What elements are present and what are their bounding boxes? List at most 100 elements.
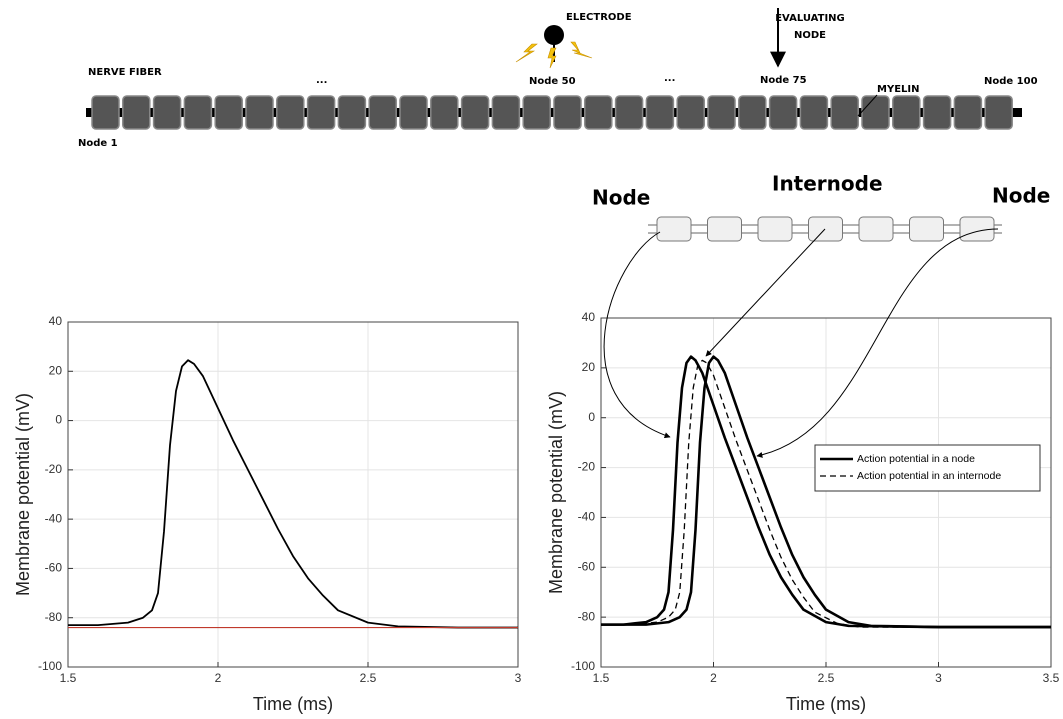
myelin-segment <box>399 95 428 130</box>
y-tick-label: 40 <box>49 314 63 328</box>
y-tick-label: -60 <box>45 561 63 575</box>
myelin-segment <box>306 95 336 130</box>
inset-segment <box>858 216 894 242</box>
label: Node 50 <box>529 76 576 87</box>
spark <box>570 41 593 59</box>
myelin-segment <box>614 95 644 130</box>
inset-fiber <box>648 216 1002 242</box>
label: Node 1 <box>78 138 118 149</box>
series-line <box>601 359 1051 628</box>
myelin-segment <box>830 95 859 130</box>
y-tick-label: -60 <box>578 559 596 573</box>
myelin-segment <box>984 95 1013 130</box>
myelin-segment <box>892 95 921 130</box>
y-axis-label: Membrane potential (mV) <box>13 393 33 596</box>
myelin-segment <box>276 95 305 130</box>
label: ... <box>316 75 327 86</box>
myelin-segment <box>214 95 243 130</box>
myelin-segment <box>337 95 367 130</box>
pointer-arrow <box>756 228 999 458</box>
label: Internode <box>772 172 883 196</box>
label: ELECTRODE <box>566 12 632 23</box>
x-tick-label: 2.5 <box>818 671 835 685</box>
myelin-segment <box>553 95 582 130</box>
pointer-arrow <box>705 228 826 357</box>
legend-label: Action potential in a node <box>857 453 975 465</box>
label: EVALUATING NODE <box>775 13 845 41</box>
legend-label: Action potential in an internode <box>857 470 1001 482</box>
y-tick-label: 0 <box>588 410 595 424</box>
myelin-pointer <box>857 94 878 117</box>
y-tick-label: 40 <box>582 310 596 324</box>
y-tick-label: -20 <box>45 462 63 476</box>
myelin-segment <box>368 95 397 130</box>
myelin-segment <box>460 95 490 130</box>
inset-segment <box>656 216 692 242</box>
myelin-segment <box>91 95 120 130</box>
y-tick-label: -20 <box>578 460 596 474</box>
series-line <box>68 359 518 629</box>
y-tick-label: -40 <box>578 510 596 524</box>
myelin-segment <box>245 95 274 130</box>
y-tick-label: -100 <box>38 659 62 673</box>
y-tick-label: 20 <box>49 363 63 377</box>
y-tick-label: 20 <box>582 360 596 374</box>
spark <box>547 47 557 69</box>
myelin-segment <box>522 95 551 130</box>
series-line <box>601 355 1051 629</box>
label: Node <box>992 184 1050 208</box>
label: MYELIN <box>877 84 920 95</box>
y-tick-label: -80 <box>45 610 63 624</box>
myelin-segment <box>645 95 675 130</box>
label: NERVE FIBER <box>88 67 162 78</box>
electrode <box>544 25 564 45</box>
myelin-segment <box>152 95 182 130</box>
x-tick-label: 2 <box>215 671 222 685</box>
x-tick-label: 3.5 <box>1043 671 1060 685</box>
myelin-segment <box>799 95 829 130</box>
y-tick-label: 0 <box>55 413 62 427</box>
y-axis-label: Membrane potential (mV) <box>546 391 566 594</box>
label: Node 75 <box>760 75 807 86</box>
inset-segment <box>808 216 843 242</box>
myelin-segment <box>183 95 213 130</box>
x-tick-label: 3 <box>935 671 942 685</box>
myelin-segment <box>676 95 705 130</box>
myelin-segment <box>922 95 952 130</box>
axes-frame <box>67 321 519 668</box>
myelin-segment <box>738 95 767 130</box>
myelin-segment <box>584 95 613 130</box>
x-tick-label: 2.5 <box>360 671 377 685</box>
spark <box>515 43 538 63</box>
x-tick-label: 3 <box>515 671 522 685</box>
label: Node <box>592 186 650 210</box>
series-line <box>601 355 1051 629</box>
x-axis-label: Time (ms) <box>786 694 866 714</box>
myelin-segment <box>768 95 798 130</box>
axes-frame <box>600 317 1052 668</box>
pointer-arrow <box>603 231 671 439</box>
myelin-segment <box>430 95 459 130</box>
myelin-segment <box>861 95 890 130</box>
inset-segment <box>909 216 944 242</box>
inset-segment <box>959 216 995 242</box>
myelin-segment <box>707 95 736 130</box>
x-axis-label: Time (ms) <box>253 694 333 714</box>
x-tick-label: 2 <box>710 671 717 685</box>
myelin-segment <box>953 95 983 130</box>
x-tick-label: 1.5 <box>593 671 610 685</box>
y-tick-label: -80 <box>578 609 596 623</box>
label: Node 100 <box>984 76 1038 87</box>
legend-box <box>814 444 1041 492</box>
y-tick-label: -100 <box>571 659 595 673</box>
nerve-fiber <box>86 95 1022 130</box>
y-tick-label: -40 <box>45 511 63 525</box>
plot-area <box>68 322 518 667</box>
x-tick-label: 1.5 <box>60 671 77 685</box>
inset-segment <box>707 216 742 242</box>
myelin-segment <box>491 95 521 130</box>
myelin-segment <box>122 95 151 130</box>
inset-segment <box>757 216 793 242</box>
